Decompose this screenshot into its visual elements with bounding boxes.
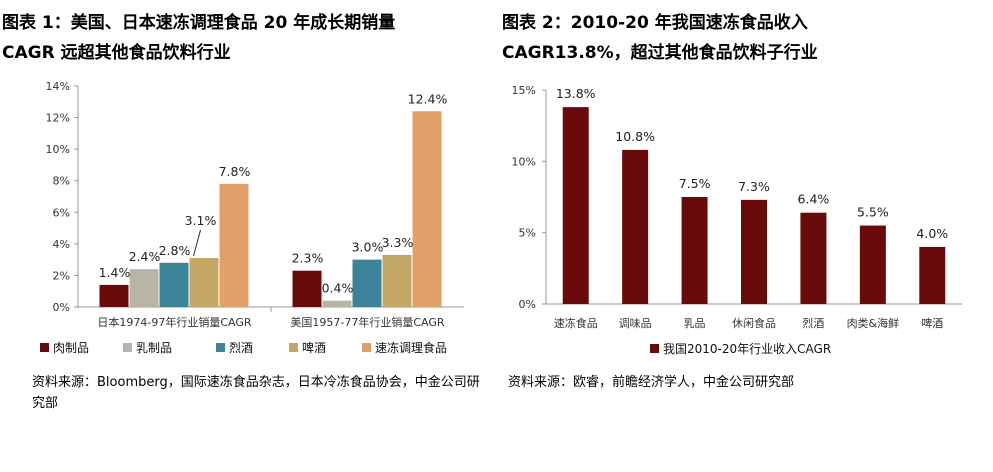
legend-label: 乳制品 [136, 341, 172, 355]
bar [412, 111, 442, 307]
data-label: 6.4% [798, 192, 830, 207]
right-source-note: 资料来源：欧睿，前瞻经济学人，中金公司研究部 [508, 375, 795, 390]
data-label: 7.5% [679, 176, 711, 191]
bar [919, 246, 946, 304]
y-tick-label: 15% [512, 84, 536, 97]
y-tick-label: 4% [53, 238, 70, 251]
legend-swatch [362, 343, 371, 352]
x-tick-label: 乳品 [684, 317, 706, 330]
x-tick-label: 烈酒 [802, 316, 824, 330]
bar [741, 199, 767, 304]
bar [622, 149, 649, 304]
data-label: 3.1% [185, 213, 217, 228]
x-tick-label: 啤酒 [921, 316, 943, 330]
x-tick-label: 休闲食品 [732, 316, 776, 330]
y-tick-label: 5% [519, 227, 536, 240]
y-tick-label: 6% [53, 206, 70, 219]
left-title-line-2: CAGR 远超其他食品饮料行业 [2, 43, 231, 63]
left-bar-chart: 0% 2% 4% 6% 8% 10% 12% 14% 1.4%2.4%2.8% 3.1% 7.8% 日… [40, 80, 464, 355]
data-label: 7.3% [738, 179, 770, 194]
x-tick-label: 日本1974-97年行业销量CAGR [97, 315, 251, 329]
legend-swatch [123, 343, 132, 352]
data-label: 4.0% [916, 226, 948, 241]
legend-label: 肉制品 [53, 341, 89, 355]
data-label: 3.0% [352, 240, 384, 255]
legend-label: 速冻调理食品 [375, 340, 447, 355]
bar [562, 107, 589, 304]
bar [352, 259, 382, 307]
y-tick-label: 10% [46, 143, 70, 156]
legend-swatch [216, 343, 225, 352]
right-figure-title: 图表 2：2010-20 年我国速冻食品收入 CAGR13.8%，超过其他食品饮… [502, 8, 818, 68]
y-tick-label: 2% [53, 269, 70, 282]
data-label: 2.3% [292, 251, 324, 266]
legend-swatch [289, 343, 298, 352]
right-bar-chart: 0% 5% 10% 15% 13.8% 速冻食品 10.8% 调味品 7.5% 乳品 7.3% 休闲食… [512, 84, 962, 356]
bar [129, 269, 159, 307]
legend-swatch [650, 344, 659, 353]
left-figure: 图表 1：美国、日本速冻调理食品 20 年成长期销量 CAGR 远超其他食品饮料… [0, 0, 490, 472]
y-tick-label: 14% [46, 80, 70, 93]
bar [859, 225, 886, 304]
bar [681, 197, 708, 304]
data-label: 1.4% [99, 265, 131, 280]
x-tick-label: 调味品 [619, 317, 652, 330]
bar [219, 183, 249, 307]
data-label: 7.8% [219, 164, 251, 179]
legend-label: 烈酒 [229, 341, 253, 355]
bar [189, 258, 219, 307]
y-tick-label: 10% [512, 155, 536, 168]
y-tick-label: 8% [53, 175, 70, 188]
data-label: 10.8% [615, 129, 655, 144]
x-tick-label: 速冻食品 [554, 316, 598, 330]
bar [322, 300, 352, 307]
data-label: 2.4% [129, 249, 161, 264]
bar [99, 284, 129, 307]
bar [382, 254, 412, 307]
right-title-line-1: 图表 2：2010-20 年我国速冻食品收入 [502, 13, 808, 33]
legend-label: 啤酒 [302, 340, 326, 355]
right-title-line-2: CAGR13.8%，超过其他食品饮料子行业 [502, 43, 818, 63]
data-label: 3.3% [382, 235, 414, 250]
y-tick-label: 0% [53, 301, 70, 314]
x-tick-label: 美国1957-77年行业销量CAGR [290, 315, 444, 329]
data-label: 2.8% [159, 243, 191, 258]
legend-swatch [40, 343, 49, 352]
left-figure-title: 图表 1：美国、日本速冻调理食品 20 年成长期销量 CAGR 远超其他食品饮料… [2, 8, 395, 68]
y-tick-label: 0% [519, 298, 536, 311]
data-label: 5.5% [857, 205, 889, 220]
y-tick-label: 12% [46, 112, 70, 125]
legend-label: 我国2010-20年行业收入CAGR [663, 342, 831, 356]
right-figure: 图表 2：2010-20 年我国速冻食品收入 CAGR13.8%，超过其他食品饮… [500, 0, 993, 472]
x-tick-label: 肉类&海鲜 [847, 316, 900, 330]
bar [159, 262, 189, 307]
left-source-note: 资料来源：Bloomberg，国际速冻食品杂志，日本冷冻食品协会，中金公司研究部 [32, 375, 480, 411]
data-label: 0.4% [322, 281, 354, 296]
bar [292, 270, 322, 307]
bar [800, 212, 827, 304]
data-label-leader-line [193, 229, 201, 257]
data-label: 12.4% [408, 91, 448, 106]
data-label: 13.8% [556, 86, 596, 101]
left-title-line-1: 图表 1：美国、日本速冻调理食品 20 年成长期销量 [2, 13, 396, 33]
